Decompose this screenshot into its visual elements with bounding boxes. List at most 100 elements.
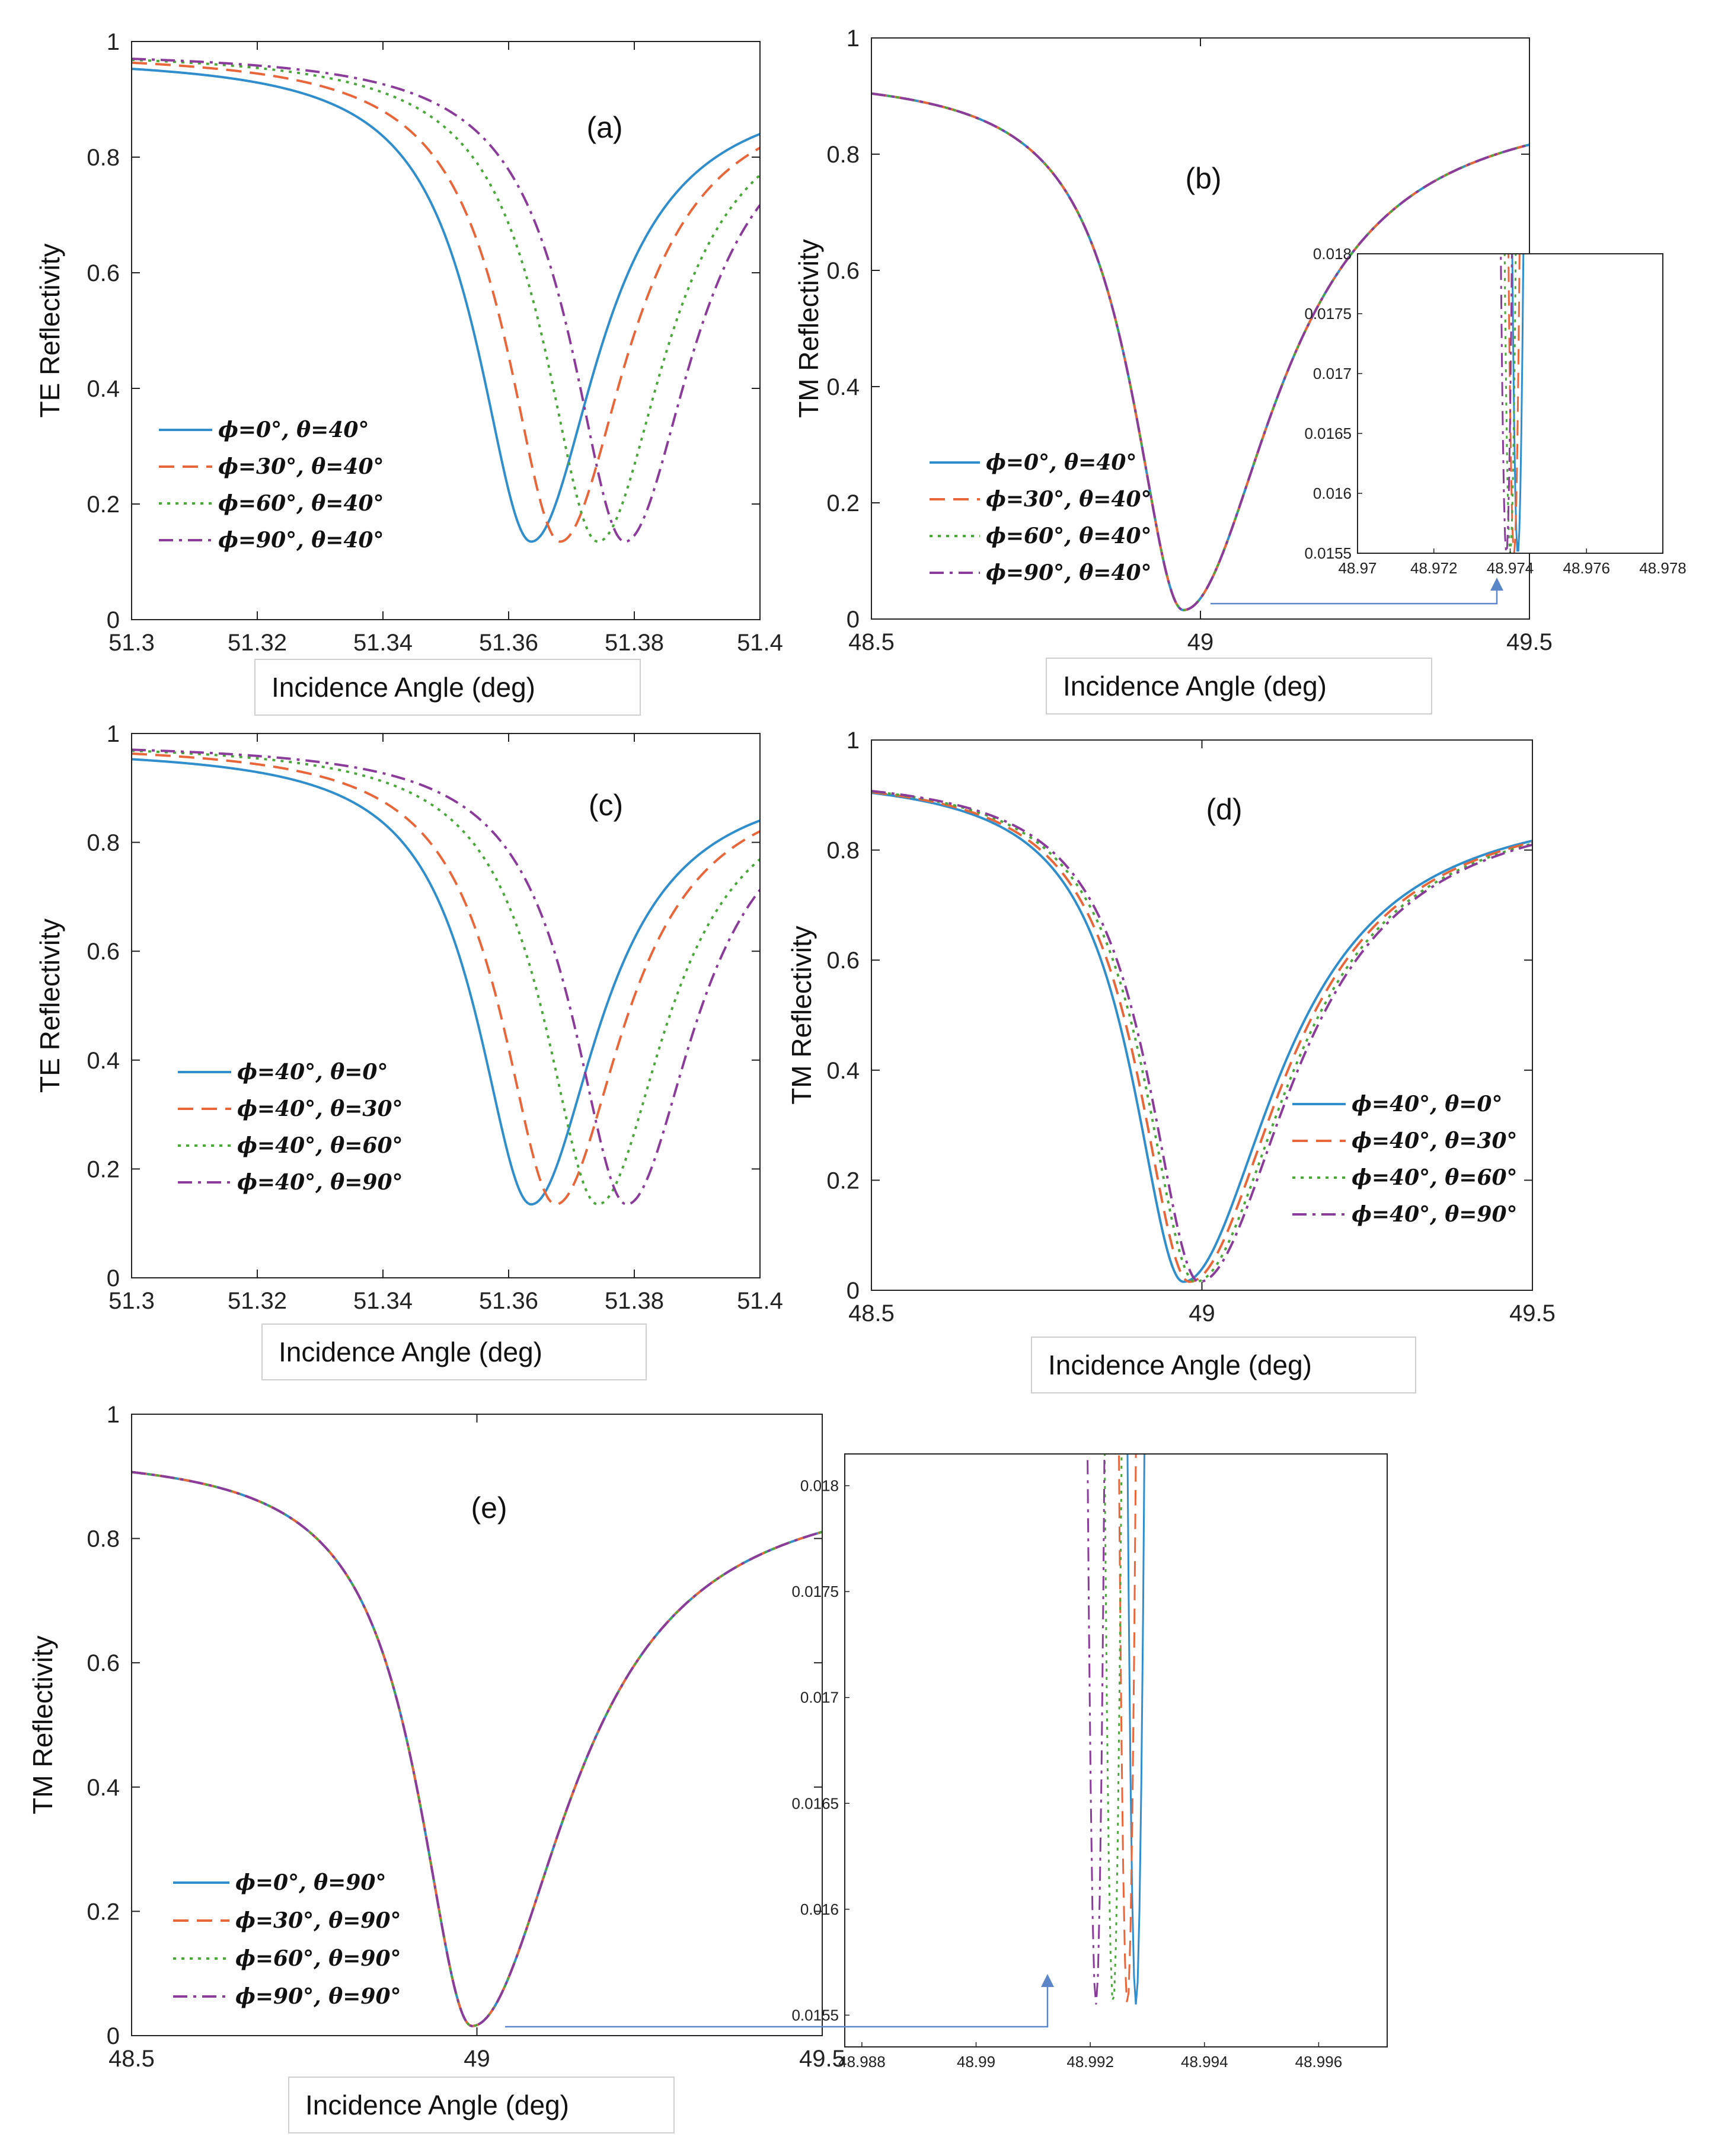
inset-y-tick-label: 0.0165: [791, 1794, 839, 1812]
inset-series-group: [1500, 254, 1525, 553]
series-line-3: [132, 1471, 822, 2027]
legend-entry: ϕ=40°, θ=90°: [1352, 1202, 1518, 1227]
series-line-0: [132, 1471, 822, 2027]
series-line-2: [132, 1471, 822, 2027]
panel-label: (c): [589, 789, 623, 822]
legend-entry: ϕ=60°, θ=90°: [235, 1946, 401, 1971]
inset-x-tick-label: 48.972: [1410, 559, 1458, 577]
series-line-0: [871, 792, 1532, 1283]
x-axis-label: Incidence Angle (deg): [279, 1337, 542, 1367]
x-tick-label: 51.32: [228, 630, 287, 656]
y-tick-label: 0: [107, 1265, 120, 1291]
inset-y-tick-label: 0.017: [800, 1689, 839, 1707]
y-tick-label: 1: [107, 721, 120, 747]
y-tick-label: 0.8: [87, 1526, 120, 1552]
inset-x-tick-label: 48.992: [1066, 2053, 1114, 2071]
arrow-head: [1041, 1974, 1054, 1987]
x-tick-label: 51.36: [479, 1288, 538, 1314]
x-axis-label: Incidence Angle (deg): [272, 672, 535, 703]
inset-y-tick-label: 0.018: [1313, 245, 1352, 263]
x-tick-label: 51.38: [605, 630, 664, 656]
legend-entry: ϕ=40°, θ=0°: [237, 1060, 388, 1085]
y-axis-label: TE Reflectivity: [34, 918, 65, 1093]
series-line-3: [132, 58, 760, 543]
x-axis-label: Incidence Angle (deg): [1048, 1350, 1312, 1380]
inset-y-tick-label: 0.0165: [1304, 425, 1352, 442]
y-axis-label: TM Reflectivity: [786, 926, 817, 1105]
x-tick-label: 51.34: [353, 630, 413, 656]
y-tick-label: 1: [107, 1402, 120, 1428]
x-axis-label-box: [288, 2077, 675, 2133]
legend: ϕ=40°, θ=0° ϕ=40°, θ=30° ϕ=40°, θ=60° ϕ=40°…: [1292, 1092, 1518, 1227]
panel-a: 51.3 51.32 51.34 51.36 51.38 51.4 0 0.2 0.4 0.6 0.…: [34, 29, 783, 716]
y-tick-label: 0.4: [87, 376, 120, 402]
y-tick-label: 0.8: [87, 145, 120, 171]
legend-entry: ϕ=30°, θ=90°: [235, 1908, 401, 1933]
y-tick-label: 0.4: [87, 1775, 120, 1801]
x-tick-label: 48.5: [848, 629, 895, 655]
panel-label: (d): [1206, 793, 1242, 826]
inset-y-tick-label: 0.0175: [791, 1583, 839, 1600]
panel-e: 48.5 49 49.5 0 0.2 0.4 0.6 0.8 1 TM Reflectivity I…: [27, 1402, 1388, 2133]
series-line-3: [132, 748, 760, 1206]
x-tick-label: 51.4: [737, 1288, 783, 1314]
inset-y-tick-label: 0.0175: [1304, 305, 1352, 323]
series-line-1: [871, 790, 1532, 1283]
y-tick-label: 0.2: [87, 1899, 120, 1925]
x-tick-label: 49: [1187, 629, 1214, 655]
legend-entry: ϕ=90°, θ=90°: [235, 1984, 401, 2009]
legend: ϕ=0°, θ=40° ϕ=30°, θ=40° ϕ=60°, θ=40° ϕ=90°…: [159, 417, 384, 553]
inset-x-tick-label: 48.994: [1181, 2053, 1228, 2071]
y-axis-label: TM Reflectivity: [27, 1635, 58, 1814]
x-axis-label-box: [254, 659, 641, 716]
series-line-2: [871, 790, 1532, 1283]
legend-entry: ϕ=90°, θ=40°: [986, 560, 1152, 585]
x-tick-label: 49: [464, 2046, 490, 2072]
y-tick-label: 0.8: [826, 838, 860, 864]
series-group: [132, 58, 760, 543]
y-tick-label: 0.6: [87, 939, 120, 965]
y-tick-label: 0.6: [87, 1650, 120, 1676]
series-group: [132, 748, 760, 1206]
y-tick-label: 0.8: [87, 830, 120, 856]
x-tick-label: 48.5: [108, 2046, 155, 2072]
inset-y-tick-label: 0.016: [800, 1900, 839, 1918]
x-tick-label: 49: [1189, 1300, 1215, 1326]
x-tick-label: 51.3: [108, 1288, 155, 1314]
y-tick-label: 0.2: [87, 1156, 120, 1182]
y-tick-label: 0: [107, 2023, 120, 2049]
plot-frame: [131, 733, 761, 1278]
y-axis-label: TM Reflectivity: [793, 239, 824, 418]
legend-entry: ϕ=60°, θ=40°: [986, 524, 1152, 548]
y-axis-label: TE Reflectivity: [34, 244, 65, 418]
legend-entry: ϕ=30°, θ=40°: [218, 454, 384, 479]
y-tick-label: 0.2: [826, 1168, 860, 1194]
inset-y-tick-label: 0.017: [1313, 365, 1352, 382]
inset-y-tick-label: 0.0155: [791, 2006, 839, 2024]
x-axis-label-box: [261, 1323, 647, 1380]
legend-entry: ϕ=90°, θ=40°: [218, 528, 384, 553]
series-line-0: [132, 68, 760, 543]
panel-label: (e): [471, 1491, 507, 1524]
y-tick-label: 0: [107, 607, 120, 633]
y-tick-label: 0.4: [826, 1058, 860, 1084]
x-tick-label: 51.3: [108, 630, 155, 656]
inset-b: 48.97 48.972 48.974 48.976 48.978 0.0155 0.016…: [1304, 245, 1687, 577]
legend-entry: ϕ=40°, θ=90°: [237, 1170, 403, 1195]
panel-c: 51.3 51.32 51.34 51.36 51.38 51.4 0 0.2 0.4 0.6 0.…: [34, 721, 783, 1380]
x-axis-label: Incidence Angle (deg): [1063, 671, 1327, 701]
x-tick-label: 49.5: [1506, 629, 1553, 655]
inset-x-tick-label: 48.99: [957, 2053, 995, 2071]
series-line-0: [871, 92, 1529, 611]
legend-entry: ϕ=40°, θ=60°: [237, 1133, 403, 1158]
y-tick-label: 1: [847, 25, 860, 52]
inset-x-tick-label: 48.978: [1639, 559, 1687, 577]
x-axis-label-box: [1046, 658, 1432, 715]
legend: ϕ=0°, θ=40° ϕ=30°, θ=40° ϕ=60°, θ=40° ϕ=90°…: [930, 450, 1152, 585]
series-group: [871, 790, 1532, 1283]
series-line-3: [871, 790, 1532, 1283]
legend: ϕ=40°, θ=0° ϕ=40°, θ=30° ϕ=40°, θ=60° ϕ=40°…: [178, 1060, 403, 1195]
inset-x-tick-label: 48.996: [1295, 2053, 1343, 2071]
series-line-1: [132, 1471, 822, 2027]
